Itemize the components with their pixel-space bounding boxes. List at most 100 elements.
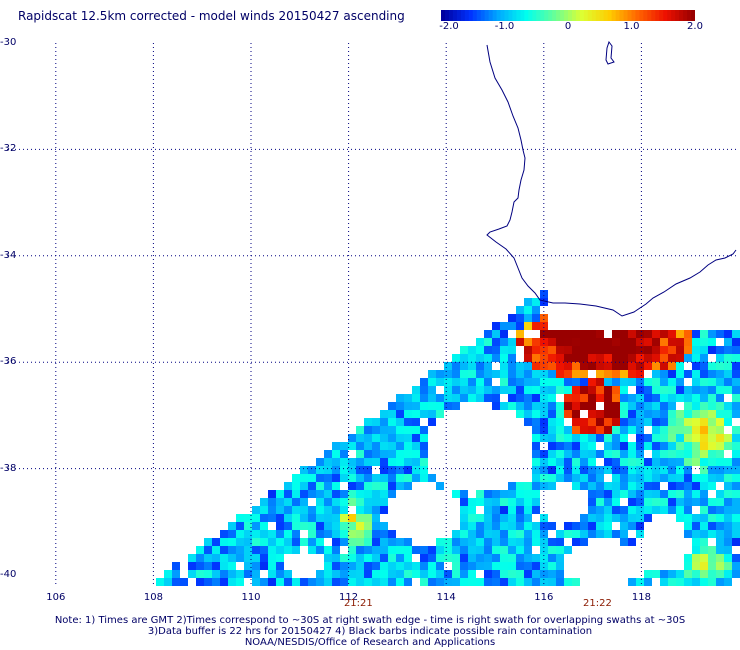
swath-cell <box>676 346 684 354</box>
swath-cell <box>684 474 692 482</box>
swath-cell <box>420 450 428 458</box>
swath-cell <box>396 442 404 450</box>
swath-cell <box>556 370 564 378</box>
swath-cell <box>652 370 660 378</box>
swath-cell <box>244 554 252 562</box>
swath-cell <box>292 482 300 490</box>
swath-cell <box>348 498 356 506</box>
swath-cell <box>644 458 652 466</box>
swath-cell <box>684 386 692 394</box>
swath-cell <box>540 330 548 338</box>
swath-cell <box>668 498 676 506</box>
swath-cell <box>708 450 716 458</box>
swath-cell <box>300 578 308 586</box>
swath-cell <box>444 370 452 378</box>
swath-cell <box>556 554 564 562</box>
lat-lon-grid <box>7 43 736 585</box>
swath-cell <box>396 426 404 434</box>
swath-cell <box>580 330 588 338</box>
swath-cell <box>652 498 660 506</box>
swath-cell <box>516 546 524 554</box>
swath-cell <box>700 370 708 378</box>
swath-cell <box>588 394 596 402</box>
swath-cell <box>364 474 372 482</box>
swath-cell <box>476 394 484 402</box>
swath-cell <box>588 450 596 458</box>
swath-cell <box>356 450 364 458</box>
swath-cell <box>636 402 644 410</box>
swath-cell <box>484 562 492 570</box>
swath-cell <box>684 442 692 450</box>
swath-cell <box>452 562 460 570</box>
swath-cell <box>364 490 372 498</box>
colorbar-segment <box>552 10 557 21</box>
swath-cell <box>628 418 636 426</box>
swath-cell <box>500 538 508 546</box>
swath-cell <box>412 546 420 554</box>
swath-cell <box>668 370 676 378</box>
swath-cell <box>420 410 428 418</box>
swath-cell <box>612 402 620 410</box>
swath-cell <box>260 522 268 530</box>
swath-cell <box>436 554 444 562</box>
swath-cell <box>604 338 612 346</box>
swath-cell <box>372 482 380 490</box>
swath-cell <box>396 394 404 402</box>
swath-cell <box>540 402 548 410</box>
swath-cell <box>460 498 468 506</box>
swath-cell <box>708 434 716 442</box>
swath-cell <box>340 442 348 450</box>
swath-cell <box>444 394 452 402</box>
swath-cell <box>612 450 620 458</box>
swath-cell <box>708 410 716 418</box>
swath-cell <box>244 546 252 554</box>
swath-cell <box>676 354 684 362</box>
swath-cell <box>308 522 316 530</box>
swath-cell <box>548 338 556 346</box>
swath-cell <box>628 578 636 586</box>
latitude-label: -32 <box>0 143 17 155</box>
swath-cell <box>412 570 420 578</box>
swath-cell <box>612 410 620 418</box>
swath-cell <box>380 522 388 530</box>
swath-cell <box>700 562 708 570</box>
swath-cell <box>652 402 660 410</box>
colorbar-segment <box>683 10 688 21</box>
swath-cell <box>708 378 716 386</box>
colorbar-segment <box>468 10 474 21</box>
swath-cell <box>356 498 364 506</box>
swath-cell <box>732 522 740 530</box>
swath-cell <box>700 522 708 530</box>
swath-cell <box>532 554 540 562</box>
swath-cell <box>524 546 532 554</box>
swath-cell <box>532 346 540 354</box>
swath-cell <box>644 506 652 514</box>
swath-cell <box>716 418 724 426</box>
swath-cell <box>372 506 380 514</box>
swath-cell <box>692 498 700 506</box>
swath-cell <box>436 578 444 586</box>
swath-cell <box>556 434 564 442</box>
swath-cell <box>692 562 700 570</box>
swath-cell <box>708 442 716 450</box>
swath-cell <box>444 538 452 546</box>
swath-cell <box>516 514 524 522</box>
swath-cell <box>588 506 596 514</box>
swath-cell <box>572 426 580 434</box>
swath-cell <box>332 474 340 482</box>
colorbar-segment <box>504 10 509 21</box>
swath-cell <box>540 434 548 442</box>
swath-cell <box>556 418 564 426</box>
swath-cell <box>300 522 308 530</box>
footnotes: Note: 1) Times are GMT 2)Times correspon… <box>0 615 740 648</box>
swath-cell <box>404 474 412 482</box>
swath-cell <box>644 386 652 394</box>
swath-cell <box>620 514 628 522</box>
swath-cell <box>652 458 660 466</box>
swath-cell <box>508 354 516 362</box>
swath-cell <box>188 562 196 570</box>
swath-cell <box>508 386 516 394</box>
swath-cell <box>636 442 644 450</box>
swath-cell <box>572 370 580 378</box>
swath-cell <box>644 578 652 586</box>
